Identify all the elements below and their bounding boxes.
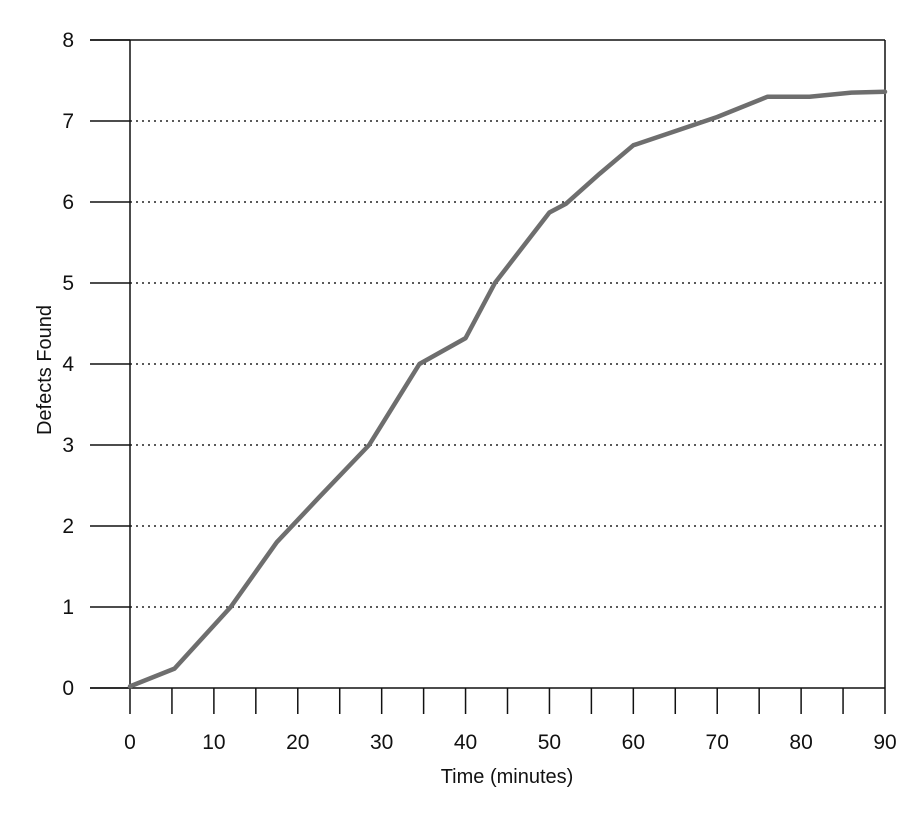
x-tick-label: 80: [789, 731, 812, 754]
y-tick-label: 6: [62, 191, 74, 214]
y-tick-label: 8: [62, 29, 74, 52]
series: [127, 89, 888, 689]
axes: [90, 39, 886, 689]
y-tick-label: 7: [62, 110, 74, 133]
x-tick-label: 60: [622, 731, 645, 754]
y-tick-label: 4: [62, 353, 74, 376]
series-line: [127, 89, 888, 689]
y-tick-label: 0: [62, 677, 74, 700]
x-tick-label: 70: [706, 731, 729, 754]
gridlines: [130, 120, 885, 608]
y-tick-label: 5: [62, 272, 74, 295]
x-tick-label: 30: [370, 731, 393, 754]
y-tick-label: 3: [62, 434, 74, 457]
y-tick-label: 1: [62, 596, 74, 619]
y-axis-title: Defects Found: [34, 305, 56, 435]
x-tick-label: 40: [454, 731, 477, 754]
y-tick-label: 2: [62, 515, 74, 538]
x-tick-label: 90: [873, 731, 896, 754]
x-tick-label: 50: [538, 731, 561, 754]
x-tick-label: 20: [286, 731, 309, 754]
x-tick-label: 0: [124, 731, 136, 754]
x-tick-label: 10: [202, 731, 225, 754]
x-axis-title: Time (minutes): [441, 766, 574, 788]
